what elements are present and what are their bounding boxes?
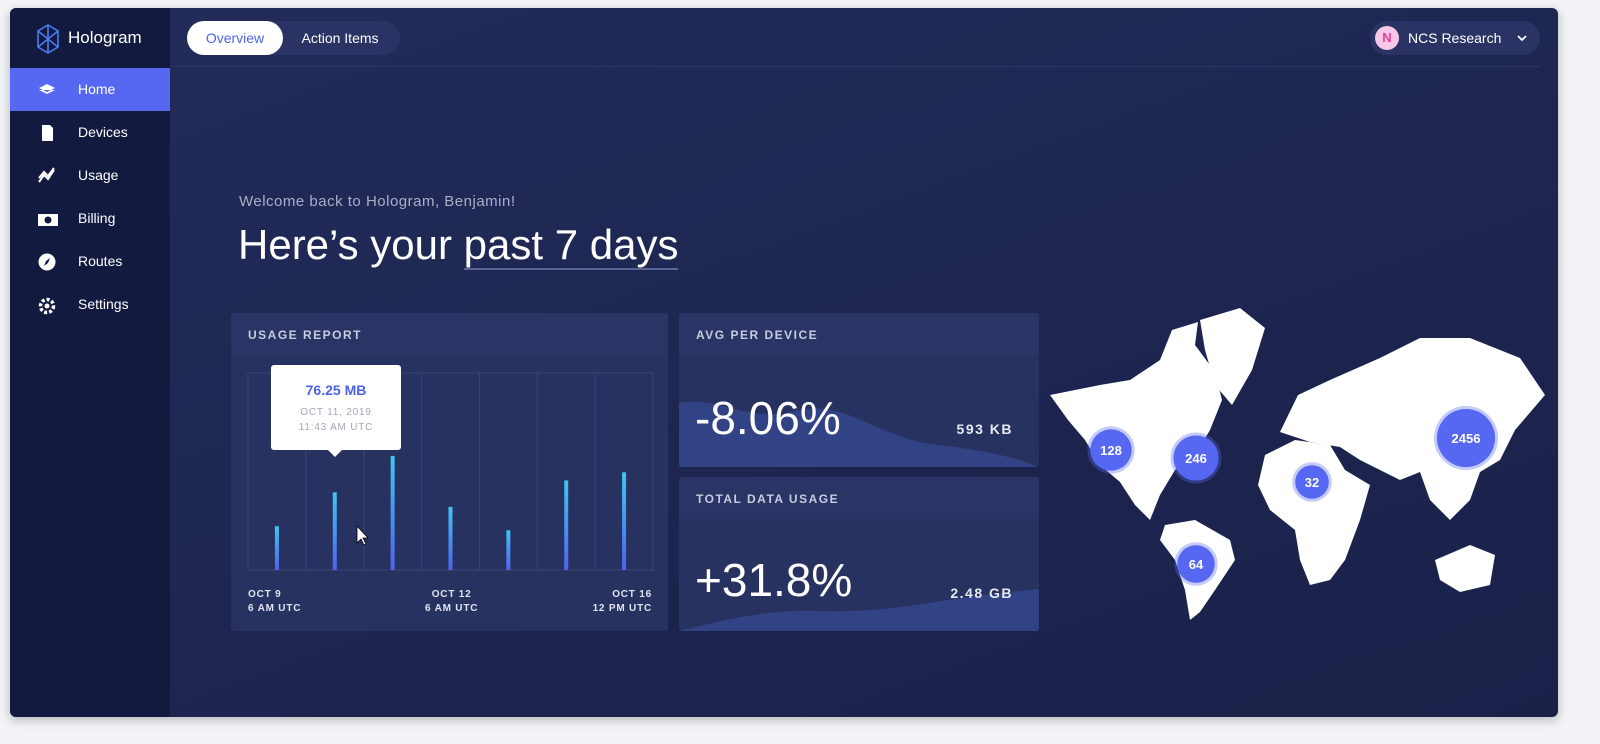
nav-label: Devices: [78, 124, 128, 140]
logo: [37, 24, 59, 54]
nav-label: Usage: [78, 167, 119, 183]
cluster[interactable]: [1295, 465, 1329, 499]
nav-icon: [38, 167, 55, 183]
bar: [274, 526, 279, 570]
x-label-time: 12 PM UTC: [592, 603, 652, 614]
metric: 593 KB: [956, 421, 1013, 437]
world-map: [1050, 308, 1545, 620]
x-label-date: OCT 9: [248, 589, 282, 600]
bar: [506, 530, 511, 570]
sparkline: [679, 589, 1039, 631]
x-label: OCT 9 6 AM UTC: [248, 588, 301, 616]
change: -8.06%: [695, 392, 841, 444]
tooltip: [271, 365, 401, 457]
nav-item[interactable]: Devices: [10, 111, 170, 154]
total-card: TOTAL DATA USAGE +31.8% 2.48 GB: [679, 477, 1039, 631]
cluster[interactable]: [1173, 435, 1219, 481]
bar: [564, 480, 569, 570]
nav-label: Home: [78, 81, 116, 97]
bar: [332, 492, 337, 570]
nav-icon: [39, 84, 55, 94]
nav-item[interactable]: Routes: [10, 240, 170, 283]
nav-icon: [38, 253, 56, 271]
tab[interactable]: Action Items: [301, 30, 379, 46]
nav-label: Settings: [78, 296, 129, 312]
graphics: 128 246 32 64 2456: [247, 308, 1545, 620]
cluster-label: 128: [1100, 443, 1122, 458]
avg-card: AVG PER DEVICE -8.06% 593 KB: [679, 313, 1039, 467]
change: +31.8%: [695, 554, 853, 606]
account-menu[interactable]: N NCS Research: [1370, 21, 1540, 55]
x-label-time: 6 AM UTC: [425, 603, 479, 614]
brand: Hologram: [68, 28, 142, 47]
nav-item[interactable]: Home: [10, 68, 170, 111]
cluster[interactable]: [1177, 545, 1215, 583]
nav-icon: [38, 297, 56, 315]
heading: Here’s your past 7 days: [238, 221, 679, 270]
sidebar: Hologram Home Devices Usage Billing Routes Se…: [10, 8, 170, 717]
bar: [390, 456, 395, 570]
card-title: TOTAL DATA USAGE: [679, 477, 1039, 519]
x-label-time: 6 AM UTC: [248, 603, 302, 614]
sparkline: [679, 401, 1039, 467]
account-name: NCS Research: [1408, 30, 1502, 46]
x-label: OCT 16 12 PM UTC: [593, 588, 652, 616]
nav-item[interactable]: Usage: [10, 154, 170, 197]
cluster[interactable]: [1090, 429, 1132, 471]
bar: [448, 506, 453, 570]
account-avatar: N: [1375, 26, 1399, 50]
welcome: Welcome back to Hologram, Benjamin!: [239, 193, 516, 210]
nav-item[interactable]: Settings: [10, 283, 170, 326]
bar: [622, 472, 627, 570]
divider: [170, 66, 1540, 67]
tab[interactable]: Overview: [187, 21, 283, 55]
tooltip-value: 76.25 MB: [305, 382, 367, 398]
heading-highlight: past 7 days: [463, 221, 679, 270]
cursor: [356, 524, 369, 546]
x-label-date: OCT 12: [431, 589, 472, 600]
nav-label: Routes: [78, 253, 123, 269]
cluster-label: 64: [1189, 557, 1204, 572]
cluster[interactable]: [1436, 408, 1496, 468]
bars: [274, 373, 627, 570]
metric: 2.48 GB: [950, 585, 1013, 601]
nav-icon: [42, 125, 53, 141]
nav-item[interactable]: Billing: [10, 197, 170, 240]
app-window: Hologram Home Devices Usage Billing Routes Se…: [10, 8, 1558, 717]
x-label-date: OCT 16: [612, 589, 652, 600]
x-label: OCT 12 6 AM UTC: [425, 588, 478, 616]
cluster-label: 246: [1185, 451, 1207, 466]
clusters: 128 246 32 64 2456: [1087, 405, 1499, 586]
card-title: AVG PER DEVICE: [679, 313, 1039, 355]
usage-chart: [247, 365, 654, 571]
tooltip-date: OCT 11, 2019: [300, 407, 372, 418]
card-title: USAGE REPORT: [231, 313, 668, 355]
nav-icon: [38, 214, 58, 226]
chevron: [1517, 35, 1527, 42]
nav-label: Billing: [78, 210, 116, 226]
heading-prefix: Here’s your: [238, 221, 464, 268]
cluster-label: 2456: [1452, 431, 1481, 446]
cluster-label: 32: [1305, 475, 1319, 490]
tooltip-time: 11:43 AM UTC: [298, 422, 374, 433]
